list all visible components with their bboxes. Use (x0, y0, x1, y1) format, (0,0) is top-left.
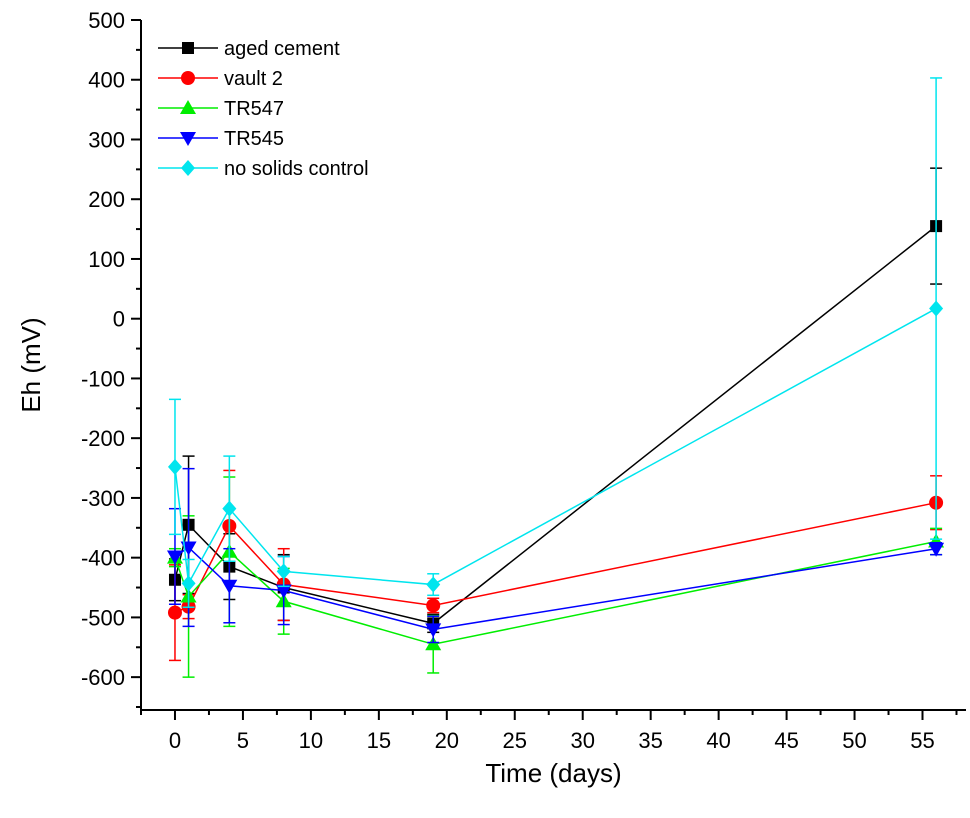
x-axis-title: Time (days) (485, 758, 621, 788)
x-tick-label: 55 (910, 728, 934, 753)
legend-item-1: vault 2 (158, 68, 283, 90)
legend-label: TR547 (224, 98, 284, 120)
legend-label: vault 2 (224, 68, 283, 90)
y-tick-label: -600 (81, 665, 125, 690)
legend-label: aged cement (224, 38, 340, 60)
x-tick-label: 0 (169, 728, 181, 753)
legend-marker (181, 71, 195, 85)
y-tick-label: -200 (81, 426, 125, 451)
x-tick-label: 50 (842, 728, 866, 753)
y-tick-label: 500 (88, 8, 125, 33)
series-4 (167, 77, 944, 608)
y-tick-label: 300 (88, 127, 125, 152)
series-0 (168, 167, 943, 634)
legend-marker (182, 42, 194, 54)
legend-item-2: TR547 (158, 98, 284, 120)
series-line (174, 225, 937, 625)
legend-item-4: no solids control (158, 158, 369, 180)
data-point (426, 598, 441, 613)
axes (140, 20, 966, 711)
x-tick-label: 45 (774, 728, 798, 753)
ticks: 5004003002001000-100-200-300-400-500-600… (81, 8, 958, 753)
data-point (166, 550, 183, 565)
y-tick-label: -500 (81, 605, 125, 630)
x-tick-label: 40 (706, 728, 730, 753)
plot-marks (166, 77, 945, 678)
y-tick-label: -400 (81, 546, 125, 571)
x-tick-label: 15 (367, 728, 391, 753)
series-line (174, 501, 937, 614)
legend-marker (181, 160, 195, 176)
legend-label: no solids control (224, 158, 369, 180)
series-line (174, 307, 937, 586)
legend-marker (180, 132, 196, 146)
data-point (275, 584, 292, 599)
y-axis-title: Eh (mV) (16, 317, 46, 412)
x-tick-label: 25 (503, 728, 527, 753)
data-point (928, 542, 945, 557)
y-tick-label: -300 (81, 486, 125, 511)
x-tick-label: 5 (237, 728, 249, 753)
data-point (167, 605, 182, 620)
legend-item-0: aged cement (158, 38, 340, 60)
y-tick-label: 200 (88, 187, 125, 212)
x-tick-label: 20 (435, 728, 459, 753)
legend-marker (180, 100, 196, 114)
y-tick-label: 400 (88, 68, 125, 93)
x-tick-label: 30 (570, 728, 594, 753)
series-line (174, 540, 937, 646)
data-point (425, 623, 442, 638)
data-point (425, 636, 442, 651)
data-point (276, 563, 291, 580)
x-tick-label: 10 (299, 728, 323, 753)
legend-item-3: TR545 (158, 128, 284, 150)
legend-label: TR545 (224, 128, 284, 150)
x-tick-label: 35 (638, 728, 662, 753)
data-point (426, 576, 441, 593)
data-point (167, 458, 182, 475)
legend: aged cement vault 2 TR547 TR545 no solids co… (158, 38, 369, 180)
y-tick-label: 0 (113, 307, 125, 332)
y-tick-label: 100 (88, 247, 125, 272)
data-point (221, 579, 238, 594)
data-point (222, 500, 237, 517)
data-point (929, 300, 944, 317)
y-tick-label: -100 (81, 366, 125, 391)
data-point (181, 575, 196, 592)
